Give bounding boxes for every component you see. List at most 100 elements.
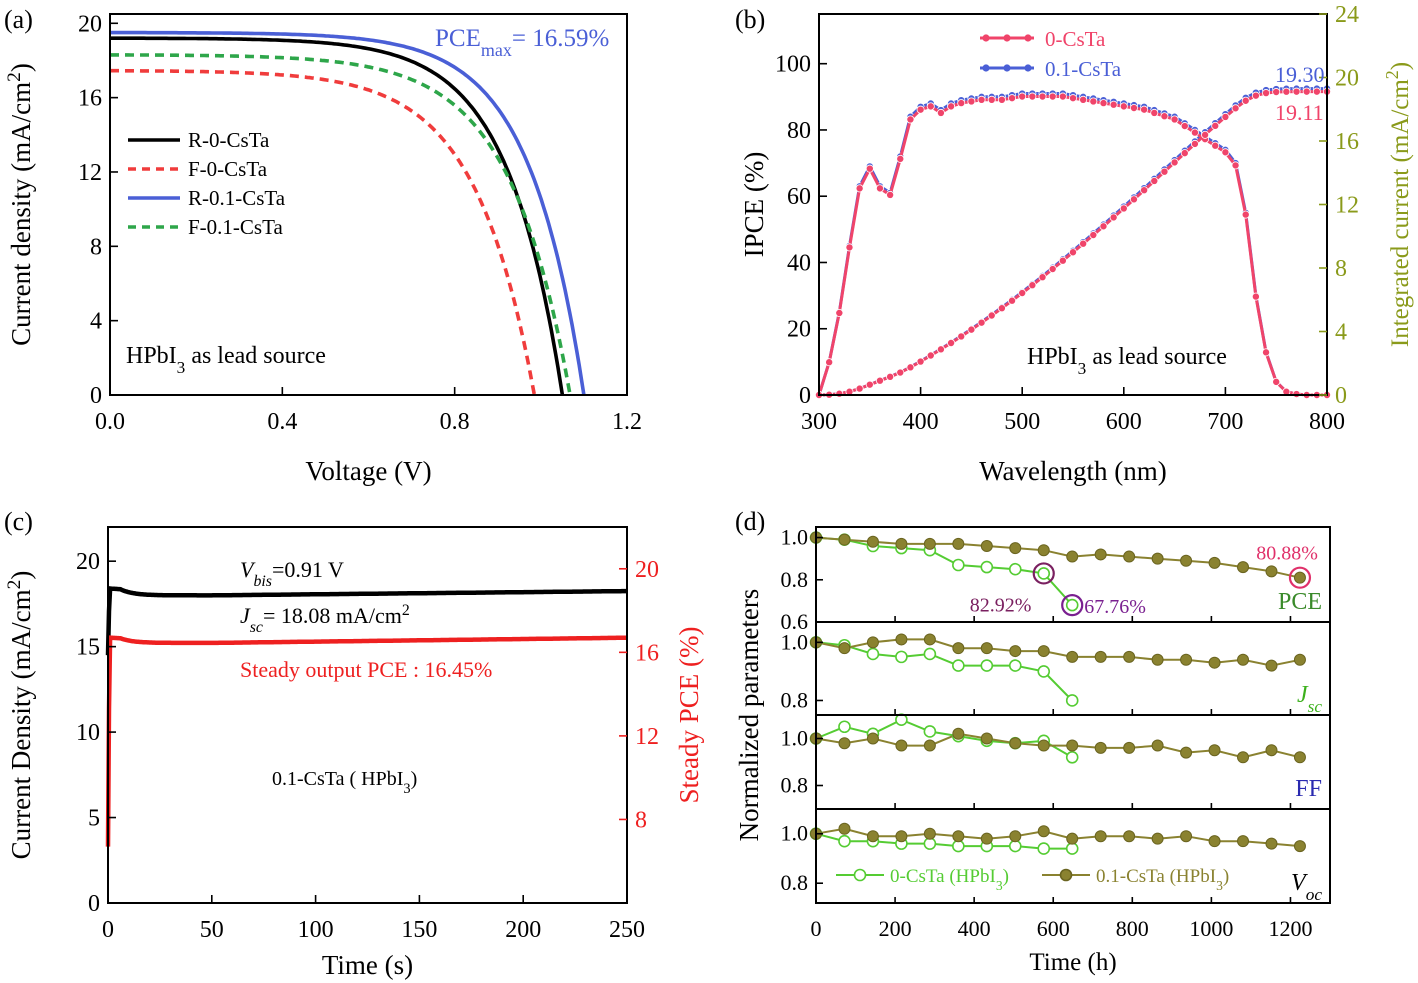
integrated-point [1251,91,1260,100]
y-tick-label: 20 [787,317,811,343]
x-tick-label: 200 [879,916,912,941]
data-point-0.1-CsTa [1094,650,1107,663]
integrated-point [1129,195,1138,204]
text-part: ) [6,63,36,72]
subplot-frame-V [815,808,1331,904]
y2-tick-label: 8 [635,807,647,833]
x-tick-label: 400 [903,409,939,435]
ipce-point [1099,99,1108,108]
ipce-point [835,309,844,318]
integrated-point [1150,176,1159,185]
data-point-0.1-CsTa [1265,565,1278,578]
y2-tick-label: 16 [635,640,659,666]
text-part: HPbI [126,343,177,369]
y-tick-label: 60 [787,184,811,210]
integrated-point [865,380,874,389]
integrated-point [967,325,976,334]
ipce-point [906,115,915,124]
legend-marker [853,868,867,882]
data-point-0.1-CsTa [1066,832,1079,845]
data-point-0.1-CsTa [1037,645,1050,658]
series-line-0-CsTa [815,536,1073,606]
y-tick-label: 0 [88,891,100,917]
data-point-0.1-CsTa [1123,550,1136,563]
text-part: Current Density (mA/cm [6,589,36,859]
ipce-point [1150,108,1159,117]
text-part: as lead source [185,343,326,369]
pce-annotation: PCEmax= 16.59% [435,25,609,60]
panel-label-c: (c) [4,507,33,536]
x-axis-title: Time (h) [1029,949,1116,976]
device-annotation: 0.1-CsTa ( HPbI3) [272,768,417,797]
x-tick-label: 700 [1207,409,1243,435]
legend-label: F-0-CsTa [188,157,268,181]
y2-axis-title: Integrated current (mA/cm2) [1382,62,1414,347]
data-point-0.1-CsTa [980,832,993,845]
y-tick-label: 4 [90,309,102,335]
integrated-point [1058,256,1067,265]
integrated-point [1201,130,1210,139]
text-part: 2 [1382,70,1402,79]
ipce-point [1190,128,1199,137]
end-label-red: 19.11 [1275,100,1324,125]
integrated-point [1069,248,1078,257]
data-point-0-CsTa [1065,694,1079,707]
legend-label: 0-CsTa (HPbI3) [890,866,1009,893]
y-tick-label: 1.0 [781,525,809,550]
subplot-label-PCE: PCE [1278,589,1322,615]
text-part: 3 [996,878,1003,893]
ipce-point [926,102,935,111]
text-part: J [240,603,251,628]
integrated-point [906,363,915,372]
data-point-0-CsTa [1037,567,1051,580]
legend-label: 0-CsTa [1045,27,1106,51]
series-line-0.1-CsTa [815,638,1301,667]
integrated-point [1018,289,1027,298]
integrated-point [886,372,895,381]
ipce-point [1008,94,1017,103]
ipce-point [1160,112,1169,121]
integrated-point [1241,96,1250,105]
y-tick-label: 0 [799,383,811,409]
x-tick-label: 150 [401,917,437,943]
integrated-point [835,389,844,398]
y2-tick-label: 20 [635,557,659,583]
text-part: 3 [177,358,186,377]
y-tick-label: 0 [90,383,102,409]
data-point-0.1-CsTa [952,727,965,740]
text-part: max [481,40,512,60]
text-part: as lead source [1086,344,1227,370]
data-point-0.1-CsTa [1066,739,1079,752]
panel-label-b: (b) [735,5,765,34]
data-point-0-CsTa [923,837,937,850]
ipce-point [1089,97,1098,106]
data-point-0.1-CsTa [952,642,965,655]
data-point-0-CsTa [1008,839,1022,853]
ipce-point [1272,377,1281,386]
data-point-0.1-CsTa [866,732,879,745]
data-point-0.1-CsTa [1237,561,1250,574]
y-axis-title: Current Density (mA/cm2) [4,571,37,860]
data-point-0.1-CsTa [895,537,908,550]
legend-marker [1024,64,1032,72]
series-line-0.1-CsTa [815,536,1301,579]
y-tick-label: 16 [78,86,102,112]
y-tick-label: 1.0 [781,821,809,846]
x-tick-label: 0 [102,917,114,943]
integrated-point [1282,87,1291,96]
data-point-0.1-CsTa [838,533,851,546]
y-tick-label: 0.6 [781,609,809,634]
data-point-0-CsTa [952,558,965,572]
y-tick-label: 80 [787,118,811,144]
series-line-0-CsTa [815,718,1073,759]
data-point-0.1-CsTa [1037,825,1050,838]
lead-source-annotation: HPbI3 as lead source [1027,344,1227,378]
data-point-0.1-CsTa [1265,659,1278,672]
data-point-0.1-CsTa [866,636,879,649]
text-part: ) [411,768,418,790]
data-point-0.1-CsTa [1237,751,1250,764]
ipce-point [845,243,854,252]
data-point-0.1-CsTa [1066,550,1079,563]
x-tick-label: 0 [811,916,822,941]
